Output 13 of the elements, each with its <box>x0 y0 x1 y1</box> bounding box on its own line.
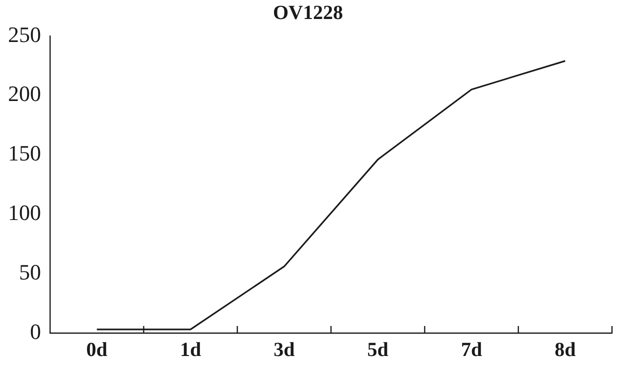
x-tick-label: 3d <box>274 339 295 362</box>
y-tick-label: 150 <box>8 140 41 166</box>
y-tick-label: 0 <box>30 318 41 344</box>
x-tick-label: 0d <box>86 339 108 362</box>
chart-title: OV1228 <box>273 2 343 24</box>
y-tick-label: 100 <box>8 200 41 225</box>
x-tick-label: 7d <box>460 339 482 362</box>
y-tick-label: 50 <box>19 259 41 284</box>
x-tick-label: 1d <box>180 339 202 362</box>
y-tick-label: 200 <box>8 81 41 106</box>
x-tick-label: 5d <box>367 339 388 362</box>
y-tick-label: 250 <box>8 22 41 47</box>
x-tick-label: 8d <box>554 339 576 362</box>
